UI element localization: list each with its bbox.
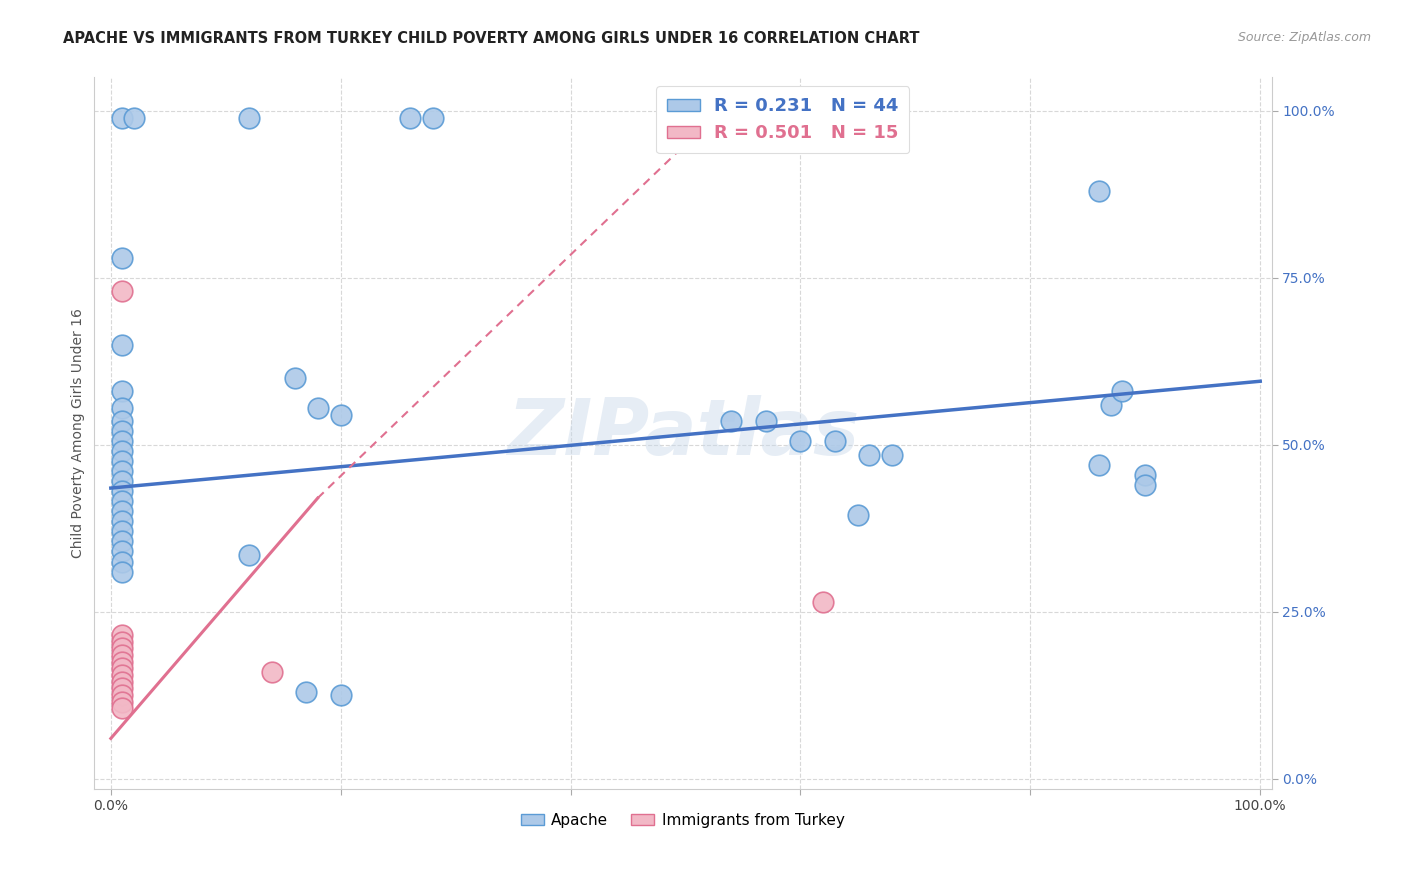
Point <box>111 444 134 458</box>
Point <box>111 634 134 648</box>
Point <box>111 695 134 709</box>
Point <box>111 337 134 351</box>
Point <box>329 408 352 422</box>
Point <box>111 384 134 399</box>
Point <box>111 701 134 715</box>
Point <box>111 524 134 539</box>
Point <box>1135 477 1157 491</box>
Point <box>111 425 134 439</box>
Y-axis label: Child Poverty Among Girls Under 16: Child Poverty Among Girls Under 16 <box>72 308 86 558</box>
Point <box>111 464 134 478</box>
Point <box>755 414 778 428</box>
Point <box>1099 398 1122 412</box>
Point <box>882 448 904 462</box>
Point <box>111 681 134 696</box>
Point <box>111 251 134 265</box>
Point <box>295 684 318 698</box>
Point <box>111 484 134 499</box>
Point <box>329 688 352 702</box>
Point <box>111 688 134 702</box>
Point <box>111 434 134 449</box>
Point <box>111 475 134 489</box>
Text: ZIPatlas: ZIPatlas <box>506 395 859 471</box>
Point <box>789 434 811 449</box>
Point <box>1088 458 1111 472</box>
Point <box>111 401 134 415</box>
Point <box>111 674 134 689</box>
Text: Source: ZipAtlas.com: Source: ZipAtlas.com <box>1237 31 1371 45</box>
Point <box>1135 467 1157 482</box>
Point <box>824 434 846 449</box>
Point <box>111 648 134 662</box>
Point <box>111 668 134 682</box>
Point <box>111 454 134 468</box>
Point <box>111 111 134 125</box>
Point <box>111 544 134 558</box>
Point <box>284 371 307 385</box>
Point <box>813 594 835 608</box>
Point <box>422 111 444 125</box>
Point <box>111 554 134 568</box>
Point <box>111 494 134 508</box>
Point <box>858 448 880 462</box>
Point <box>111 534 134 549</box>
Point <box>238 111 260 125</box>
Point <box>398 111 420 125</box>
Point <box>260 665 283 679</box>
Point <box>1088 184 1111 198</box>
Point <box>238 548 260 562</box>
Point <box>1111 384 1133 399</box>
Point <box>111 661 134 675</box>
Point <box>307 401 329 415</box>
Text: APACHE VS IMMIGRANTS FROM TURKEY CHILD POVERTY AMONG GIRLS UNDER 16 CORRELATION : APACHE VS IMMIGRANTS FROM TURKEY CHILD P… <box>63 31 920 46</box>
Point <box>111 284 134 298</box>
Point <box>720 414 742 428</box>
Legend: Apache, Immigrants from Turkey: Apache, Immigrants from Turkey <box>515 807 851 834</box>
Point <box>122 111 145 125</box>
Point <box>846 508 869 522</box>
Point <box>111 565 134 579</box>
Point <box>111 414 134 428</box>
Point <box>111 504 134 518</box>
Point <box>111 655 134 669</box>
Point <box>111 641 134 656</box>
Point <box>111 628 134 642</box>
Point <box>111 515 134 529</box>
